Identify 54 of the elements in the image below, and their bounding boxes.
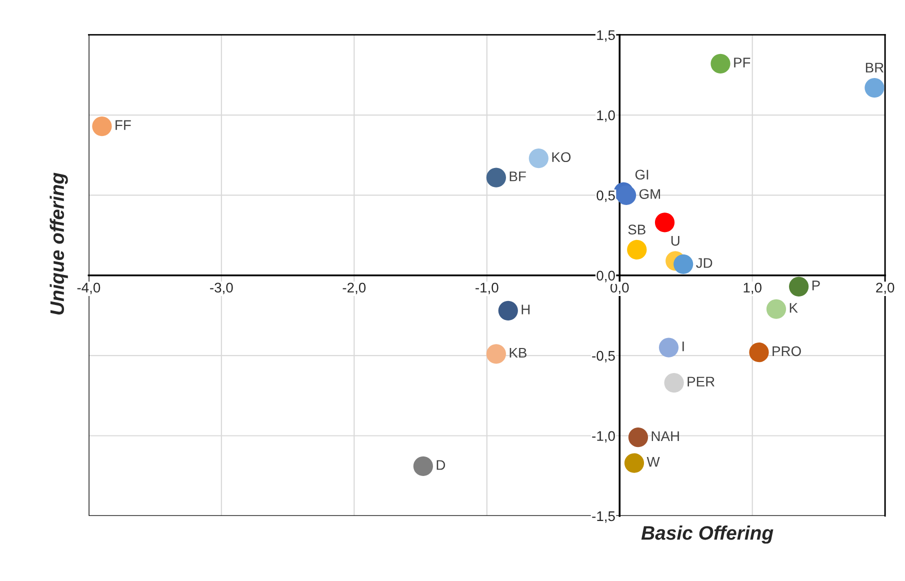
point — [749, 342, 769, 362]
point — [486, 344, 506, 364]
point — [486, 168, 506, 188]
point — [664, 373, 684, 393]
series-label: I — [682, 342, 684, 352]
point — [628, 428, 648, 448]
point — [788, 276, 809, 296]
x-tick-label: -4,0 — [77, 282, 100, 294]
y-tick-label: -1,5 — [592, 511, 615, 523]
point — [654, 212, 675, 232]
series-label: PRO — [772, 346, 801, 356]
series-label: BR — [866, 62, 884, 72]
y-tick-label: 0,0 — [596, 270, 615, 282]
y-tick-label: -1,0 — [592, 431, 615, 443]
point — [674, 254, 694, 274]
series-label: NAH — [652, 431, 679, 441]
point — [766, 299, 786, 319]
series-label: GM — [639, 189, 660, 199]
y-tick-label: -0,5 — [592, 350, 615, 362]
x-tick-label: 1,0 — [744, 282, 762, 294]
point — [864, 78, 884, 98]
y-tick-label: 1,0 — [597, 110, 615, 122]
series-label: SB — [628, 224, 646, 234]
point — [710, 54, 730, 74]
series-label: BF — [510, 172, 526, 182]
point — [528, 148, 548, 168]
series-label: PF — [734, 58, 750, 68]
series-label: U — [671, 236, 680, 246]
series-label: FF — [116, 120, 131, 130]
x-tick-label: -2,0 — [342, 282, 366, 294]
x-tick-label: -3,0 — [210, 282, 233, 294]
series-label: K — [790, 303, 798, 313]
point — [92, 116, 112, 136]
series-label: D — [436, 460, 446, 470]
x-tick-label: 2,0 — [876, 282, 894, 294]
point — [624, 453, 644, 473]
point — [413, 456, 433, 476]
x-axis-title: Basic Offering — [641, 526, 774, 544]
x-tick-label: -1,0 — [476, 282, 498, 294]
y-axis-title: Unique offering — [50, 172, 68, 315]
point — [627, 240, 647, 260]
series-label: PER — [688, 376, 714, 386]
series-label: KO — [552, 152, 571, 162]
series-label: W — [646, 457, 660, 467]
series-label: H — [522, 304, 530, 314]
point — [616, 185, 636, 206]
series-label: GI — [635, 170, 648, 180]
point — [658, 338, 679, 358]
series-label: KB — [510, 348, 526, 358]
y-tick-label: 1,5 — [597, 30, 615, 42]
y-tick-label: 0,5 — [596, 190, 615, 202]
series-label: P — [812, 280, 820, 290]
series-label: JD — [696, 258, 712, 268]
point — [498, 300, 518, 320]
